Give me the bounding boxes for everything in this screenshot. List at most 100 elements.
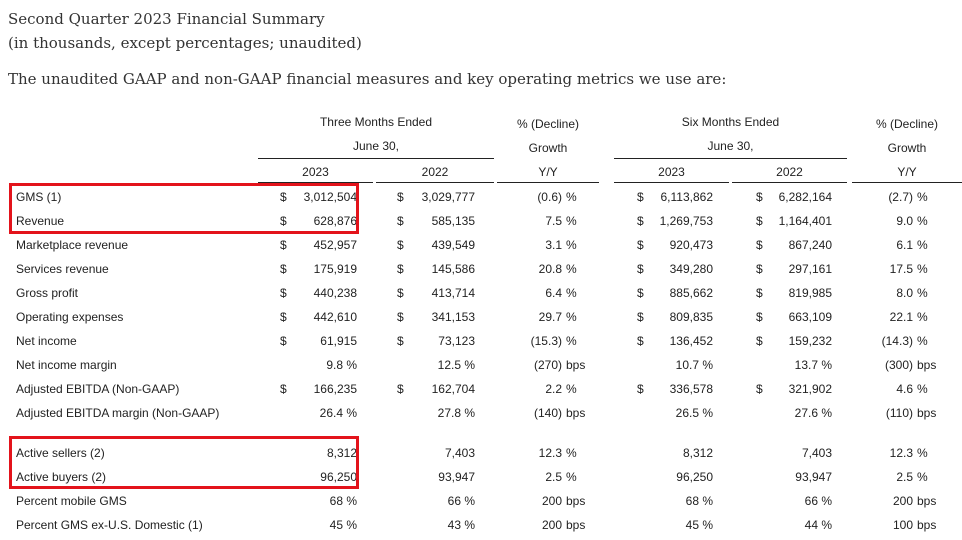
currency-symbol: $ xyxy=(637,334,644,348)
value-q2-2022: 12.5 % xyxy=(437,358,475,372)
value-h1-2023: 1,269,753 xyxy=(659,214,713,228)
row-label: Percent GMS ex-U.S. Domestic (1) xyxy=(16,518,203,532)
value-h1-2022: 27.6 % xyxy=(794,406,832,420)
table-row: Active buyers (2) 96,250 93,947 2.5% 96,250 9… xyxy=(0,465,962,489)
unit-h-yy: bps xyxy=(917,358,937,372)
value-h-yy: 100 xyxy=(892,518,913,532)
value-q2-2022: 413,714 xyxy=(431,286,475,300)
value-h-yy: 6.1 xyxy=(896,238,913,252)
currency-symbol: $ xyxy=(637,190,644,204)
row-label: Net income xyxy=(16,334,77,348)
value-q2-2022: 145,586 xyxy=(431,262,475,276)
value-h1-2022: 6,282,164 xyxy=(778,190,832,204)
unit-q-yy: % xyxy=(566,470,577,484)
unit-q-yy: % xyxy=(566,310,577,324)
value-h1-2023: 96,250 xyxy=(676,470,713,484)
row-label: Net income margin xyxy=(16,358,117,372)
table-row: Operating expenses $442,610 $341,153 29.7% $… xyxy=(0,305,962,329)
currency-symbol: $ xyxy=(756,238,763,252)
intro-text: The unaudited GAAP and non-GAAP financia… xyxy=(8,70,727,88)
header-yy-q: Y/Y xyxy=(538,165,558,179)
value-h1-2022: 7,403 xyxy=(801,446,832,460)
currency-symbol: $ xyxy=(280,310,287,324)
currency-symbol: $ xyxy=(280,334,287,348)
currency-symbol: $ xyxy=(756,190,763,204)
unit-q-yy: bps xyxy=(566,358,586,372)
unit-h-yy: bps xyxy=(917,494,937,508)
value-q-yy: 3.1 xyxy=(545,238,562,252)
unit-h-yy: % xyxy=(917,470,928,484)
value-q2-2022: 43 % xyxy=(447,518,475,532)
value-q2-2022: 439,549 xyxy=(431,238,475,252)
value-h1-2023: 6,113,862 xyxy=(660,190,714,204)
value-h-yy: 9.0 xyxy=(896,214,913,228)
row-label: Gross profit xyxy=(16,286,79,300)
currency-symbol: $ xyxy=(756,334,763,348)
value-q2-2023: 9.8 % xyxy=(326,358,357,372)
table-row: Adjusted EBITDA (Non-GAAP) $166,235 $162,7… xyxy=(0,377,962,401)
value-q-yy: 6.4 xyxy=(545,286,562,300)
table-row: Percent mobile GMS 68 % 66 % 200 bps 68 % 66 %… xyxy=(0,489,962,513)
unit-q-yy: bps xyxy=(566,518,586,532)
value-h-yy: 17.5 xyxy=(889,262,913,276)
value-h1-2022: 159,232 xyxy=(788,334,832,348)
unit-q-yy: % xyxy=(566,190,577,204)
value-q2-2023: 26.4 % xyxy=(319,406,357,420)
value-q2-2023: 166,235 xyxy=(313,382,357,396)
row-label: Adjusted EBITDA (Non-GAAP) xyxy=(16,382,180,396)
value-q-yy: 7.5 xyxy=(545,214,562,228)
unit-h-yy: % xyxy=(917,382,928,396)
column-rule xyxy=(732,182,847,183)
table-row: Net income margin 9.8 % 12.5 % (270) bps 10.7… xyxy=(0,353,962,377)
value-q2-2023: 68 % xyxy=(329,494,357,508)
value-h-yy: (2.7) xyxy=(888,190,913,204)
value-h-yy: 4.6 xyxy=(896,382,913,396)
currency-symbol: $ xyxy=(637,214,644,228)
unit-q-yy: % xyxy=(566,238,577,252)
value-q2-2022: 341,153 xyxy=(431,310,475,324)
currency-symbol: $ xyxy=(756,262,763,276)
table-row: Marketplace revenue $452,957 $439,549 3.1% $… xyxy=(0,233,962,257)
currency-symbol: $ xyxy=(280,214,287,228)
currency-symbol: $ xyxy=(637,286,644,300)
value-q2-2022: 7,403 xyxy=(444,446,475,460)
row-label: Services revenue xyxy=(16,262,109,276)
currency-symbol: $ xyxy=(637,310,644,324)
unit-h-yy: % xyxy=(917,262,928,276)
header-growth-q: Growth xyxy=(528,141,568,155)
value-q2-2023: 8,312 xyxy=(326,446,357,460)
value-h1-2022: 1,164,401 xyxy=(778,214,832,228)
column-rule xyxy=(376,182,494,183)
value-h1-2022: 13.7 % xyxy=(794,358,832,372)
table-row: Revenue $628,876 $585,135 7.5% $1,269,753 $1,… xyxy=(0,209,962,233)
value-q-yy: 2.5 xyxy=(545,470,562,484)
value-q2-2023: 628,876 xyxy=(313,214,357,228)
table-row: GMS (1) $3,012,504 $3,029,777 (0.6)% $6,113,… xyxy=(0,185,962,209)
table-row: Net income $61,915 $73,123 (15.3)% $136,452 $… xyxy=(0,329,962,353)
row-label: Adjusted EBITDA margin (Non-GAAP) xyxy=(16,406,220,420)
currency-symbol: $ xyxy=(280,262,287,276)
currency-symbol: $ xyxy=(756,310,763,324)
table-row: Percent GMS ex-U.S. Domestic (1) 45 % 43 %… xyxy=(0,513,962,537)
value-h1-2022: 44 % xyxy=(804,518,832,532)
row-label: Active sellers (2) xyxy=(16,446,105,460)
currency-symbol: $ xyxy=(280,286,287,300)
header-rule xyxy=(258,158,494,159)
value-h-yy: (300) xyxy=(884,358,913,372)
value-q-yy: 200 xyxy=(541,494,562,508)
value-h1-2023: 349,280 xyxy=(669,262,713,276)
table-row: Gross profit $440,238 $413,714 6.4% $885,662… xyxy=(0,281,962,305)
value-q-yy: (15.3) xyxy=(530,334,562,348)
value-h-yy: (110) xyxy=(885,406,913,420)
currency-symbol: $ xyxy=(756,286,763,300)
unit-q-yy: % xyxy=(566,286,577,300)
unit-h-yy: % xyxy=(917,310,928,324)
unit-h-yy: % xyxy=(917,214,928,228)
header-rule xyxy=(614,158,847,159)
unit-h-yy: % xyxy=(917,334,928,348)
value-q2-2023: 452,957 xyxy=(313,238,357,252)
value-h-yy: 12.3 xyxy=(889,446,913,460)
currency-symbol: $ xyxy=(397,382,404,396)
value-q-yy: 12.3 xyxy=(538,446,562,460)
value-h-yy: 200 xyxy=(892,494,913,508)
